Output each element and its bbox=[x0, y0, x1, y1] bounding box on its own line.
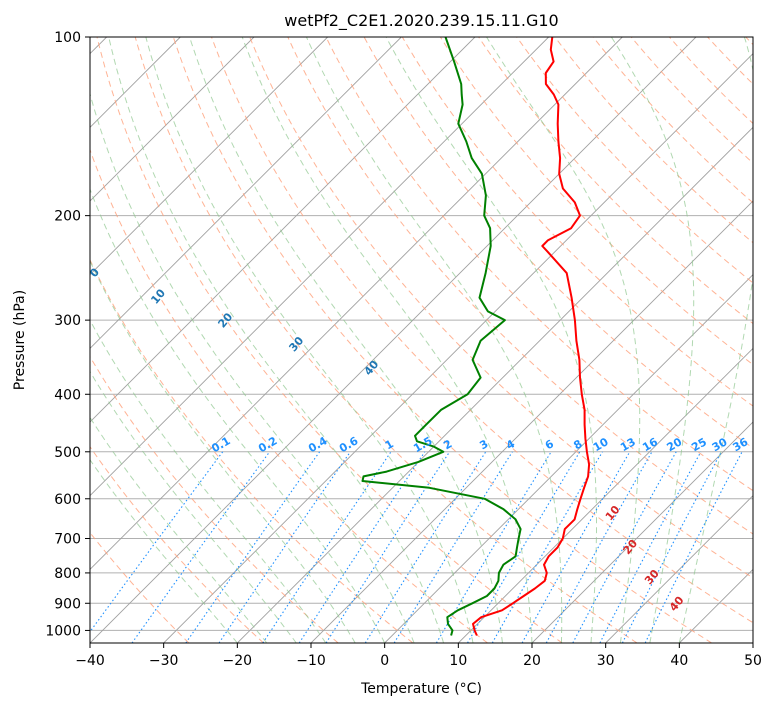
dry-adiabat-line bbox=[0, 37, 264, 643]
dry-adiabat-line bbox=[0, 37, 189, 643]
y-tick-label: 800 bbox=[54, 566, 81, 582]
dry-adiabat-line bbox=[135, 37, 637, 643]
isotherm-line bbox=[753, 37, 775, 643]
x-axis: −40 −30 −20 −10 0 10 20 30 40 50 bbox=[75, 643, 762, 669]
mixing-ratio-line bbox=[600, 452, 701, 643]
chart-title: wetPf2_C2E1.2020.239.15.11.G10 bbox=[284, 11, 558, 31]
in-plot-labels: 0.1 0.2 0.4 0.6 1 1.5 2 3 4 6 8 10 13 16 20 25 30 3601020… bbox=[87, 265, 750, 613]
moist-adiabat-label: 30 bbox=[642, 567, 662, 587]
isotherm-line bbox=[16, 37, 622, 643]
y-tick-label: 600 bbox=[54, 492, 81, 508]
mixing-ratio-line bbox=[326, 452, 450, 643]
x-tick-label: 0 bbox=[380, 653, 389, 669]
moist-adiabat-label: 10 bbox=[603, 503, 623, 523]
x-tick-label: 40 bbox=[670, 653, 688, 669]
dry-adiabat-line bbox=[708, 37, 775, 643]
y-tick-label: 300 bbox=[54, 313, 81, 329]
x-tick-label: 30 bbox=[597, 653, 615, 669]
moist-adiabat-line bbox=[302, 27, 562, 644]
moist-adiabat-line bbox=[0, 27, 296, 644]
mixing-ratio-label: 4 bbox=[504, 437, 517, 452]
isotherm-line bbox=[385, 37, 775, 643]
mixing-ratio-line bbox=[82, 452, 223, 643]
dry-adiabat-line bbox=[21, 37, 413, 643]
mixing-ratio-line bbox=[436, 452, 551, 643]
x-tick-label: 20 bbox=[523, 653, 541, 669]
x-tick-label: 10 bbox=[449, 653, 467, 669]
y-tick-label: 100 bbox=[54, 30, 81, 46]
x-tick-label: −10 bbox=[296, 653, 326, 669]
mixing-ratio-label: 6 bbox=[543, 437, 556, 452]
mixing-ratio-line bbox=[468, 452, 580, 643]
isotherm-line bbox=[0, 37, 328, 643]
dry-adiabat-line bbox=[440, 37, 775, 643]
y-tick-label: 700 bbox=[54, 532, 81, 548]
dry-adiabat-line bbox=[0, 37, 338, 643]
y-axis-label: Pressure (hPa) bbox=[12, 290, 28, 390]
moist-adiabat-line bbox=[0, 27, 267, 644]
moist-adiabat-line bbox=[605, 27, 694, 644]
dry-adiabat-line bbox=[517, 37, 775, 643]
dry-adiabat-label: 20 bbox=[216, 310, 236, 330]
dry-adiabat-line bbox=[593, 37, 775, 643]
dry-adiabat-line bbox=[669, 37, 775, 643]
moist-adiabat-line bbox=[23, 27, 356, 644]
isotherm-line bbox=[311, 37, 775, 643]
x-tick-label: −20 bbox=[223, 653, 253, 669]
background-lines bbox=[0, 27, 775, 644]
x-tick-label: −40 bbox=[75, 653, 105, 669]
moist-adiabat-label: 40 bbox=[667, 594, 687, 614]
x-tick-label: 50 bbox=[744, 653, 762, 669]
plot-frame bbox=[90, 37, 753, 643]
y-tick-label: 500 bbox=[54, 445, 81, 461]
isotherm-line bbox=[458, 37, 775, 643]
dry-adiabat-line bbox=[555, 37, 775, 643]
isotherm-line bbox=[0, 37, 254, 643]
dry-adiabat-label: 10 bbox=[148, 286, 168, 306]
moist-adiabat-line bbox=[143, 27, 473, 644]
isotherm-line bbox=[0, 37, 475, 643]
y-tick-label: 1000 bbox=[45, 623, 81, 639]
isotherm-line bbox=[532, 37, 775, 643]
y-tick-label: 200 bbox=[54, 209, 81, 225]
mixing-ratio-line bbox=[522, 452, 630, 643]
mixing-ratio-label: 2 bbox=[441, 437, 454, 452]
y-tick-label: 900 bbox=[54, 596, 81, 612]
moist-adiabat-line bbox=[75, 27, 414, 644]
moist-adiabat-label: 20 bbox=[620, 537, 640, 557]
isotherm-line bbox=[0, 37, 401, 643]
dry-adiabat-line bbox=[746, 37, 775, 643]
moist-adiabat-line bbox=[186, 27, 502, 644]
dry-adiabat-line bbox=[59, 37, 488, 643]
dry-adiabat-label: 40 bbox=[362, 358, 382, 378]
isotherm-line bbox=[164, 37, 770, 643]
y-axis: 100 200 300 400 500 600 700 800 900 1000 bbox=[45, 30, 90, 639]
mixing-ratio-line bbox=[263, 452, 391, 643]
isotherm-line bbox=[679, 37, 775, 643]
moist-adiabat-line bbox=[679, 27, 762, 644]
isotherm-line bbox=[90, 37, 696, 643]
y-tick-label: 400 bbox=[54, 387, 81, 403]
mixing-ratio-line bbox=[219, 452, 350, 643]
x-tick-label: −30 bbox=[149, 653, 179, 669]
isotherm-line bbox=[237, 37, 775, 643]
x-axis-label: Temperature (°C) bbox=[360, 681, 482, 697]
mixing-ratio-line bbox=[365, 452, 486, 643]
temperature-profile-line bbox=[473, 37, 589, 636]
